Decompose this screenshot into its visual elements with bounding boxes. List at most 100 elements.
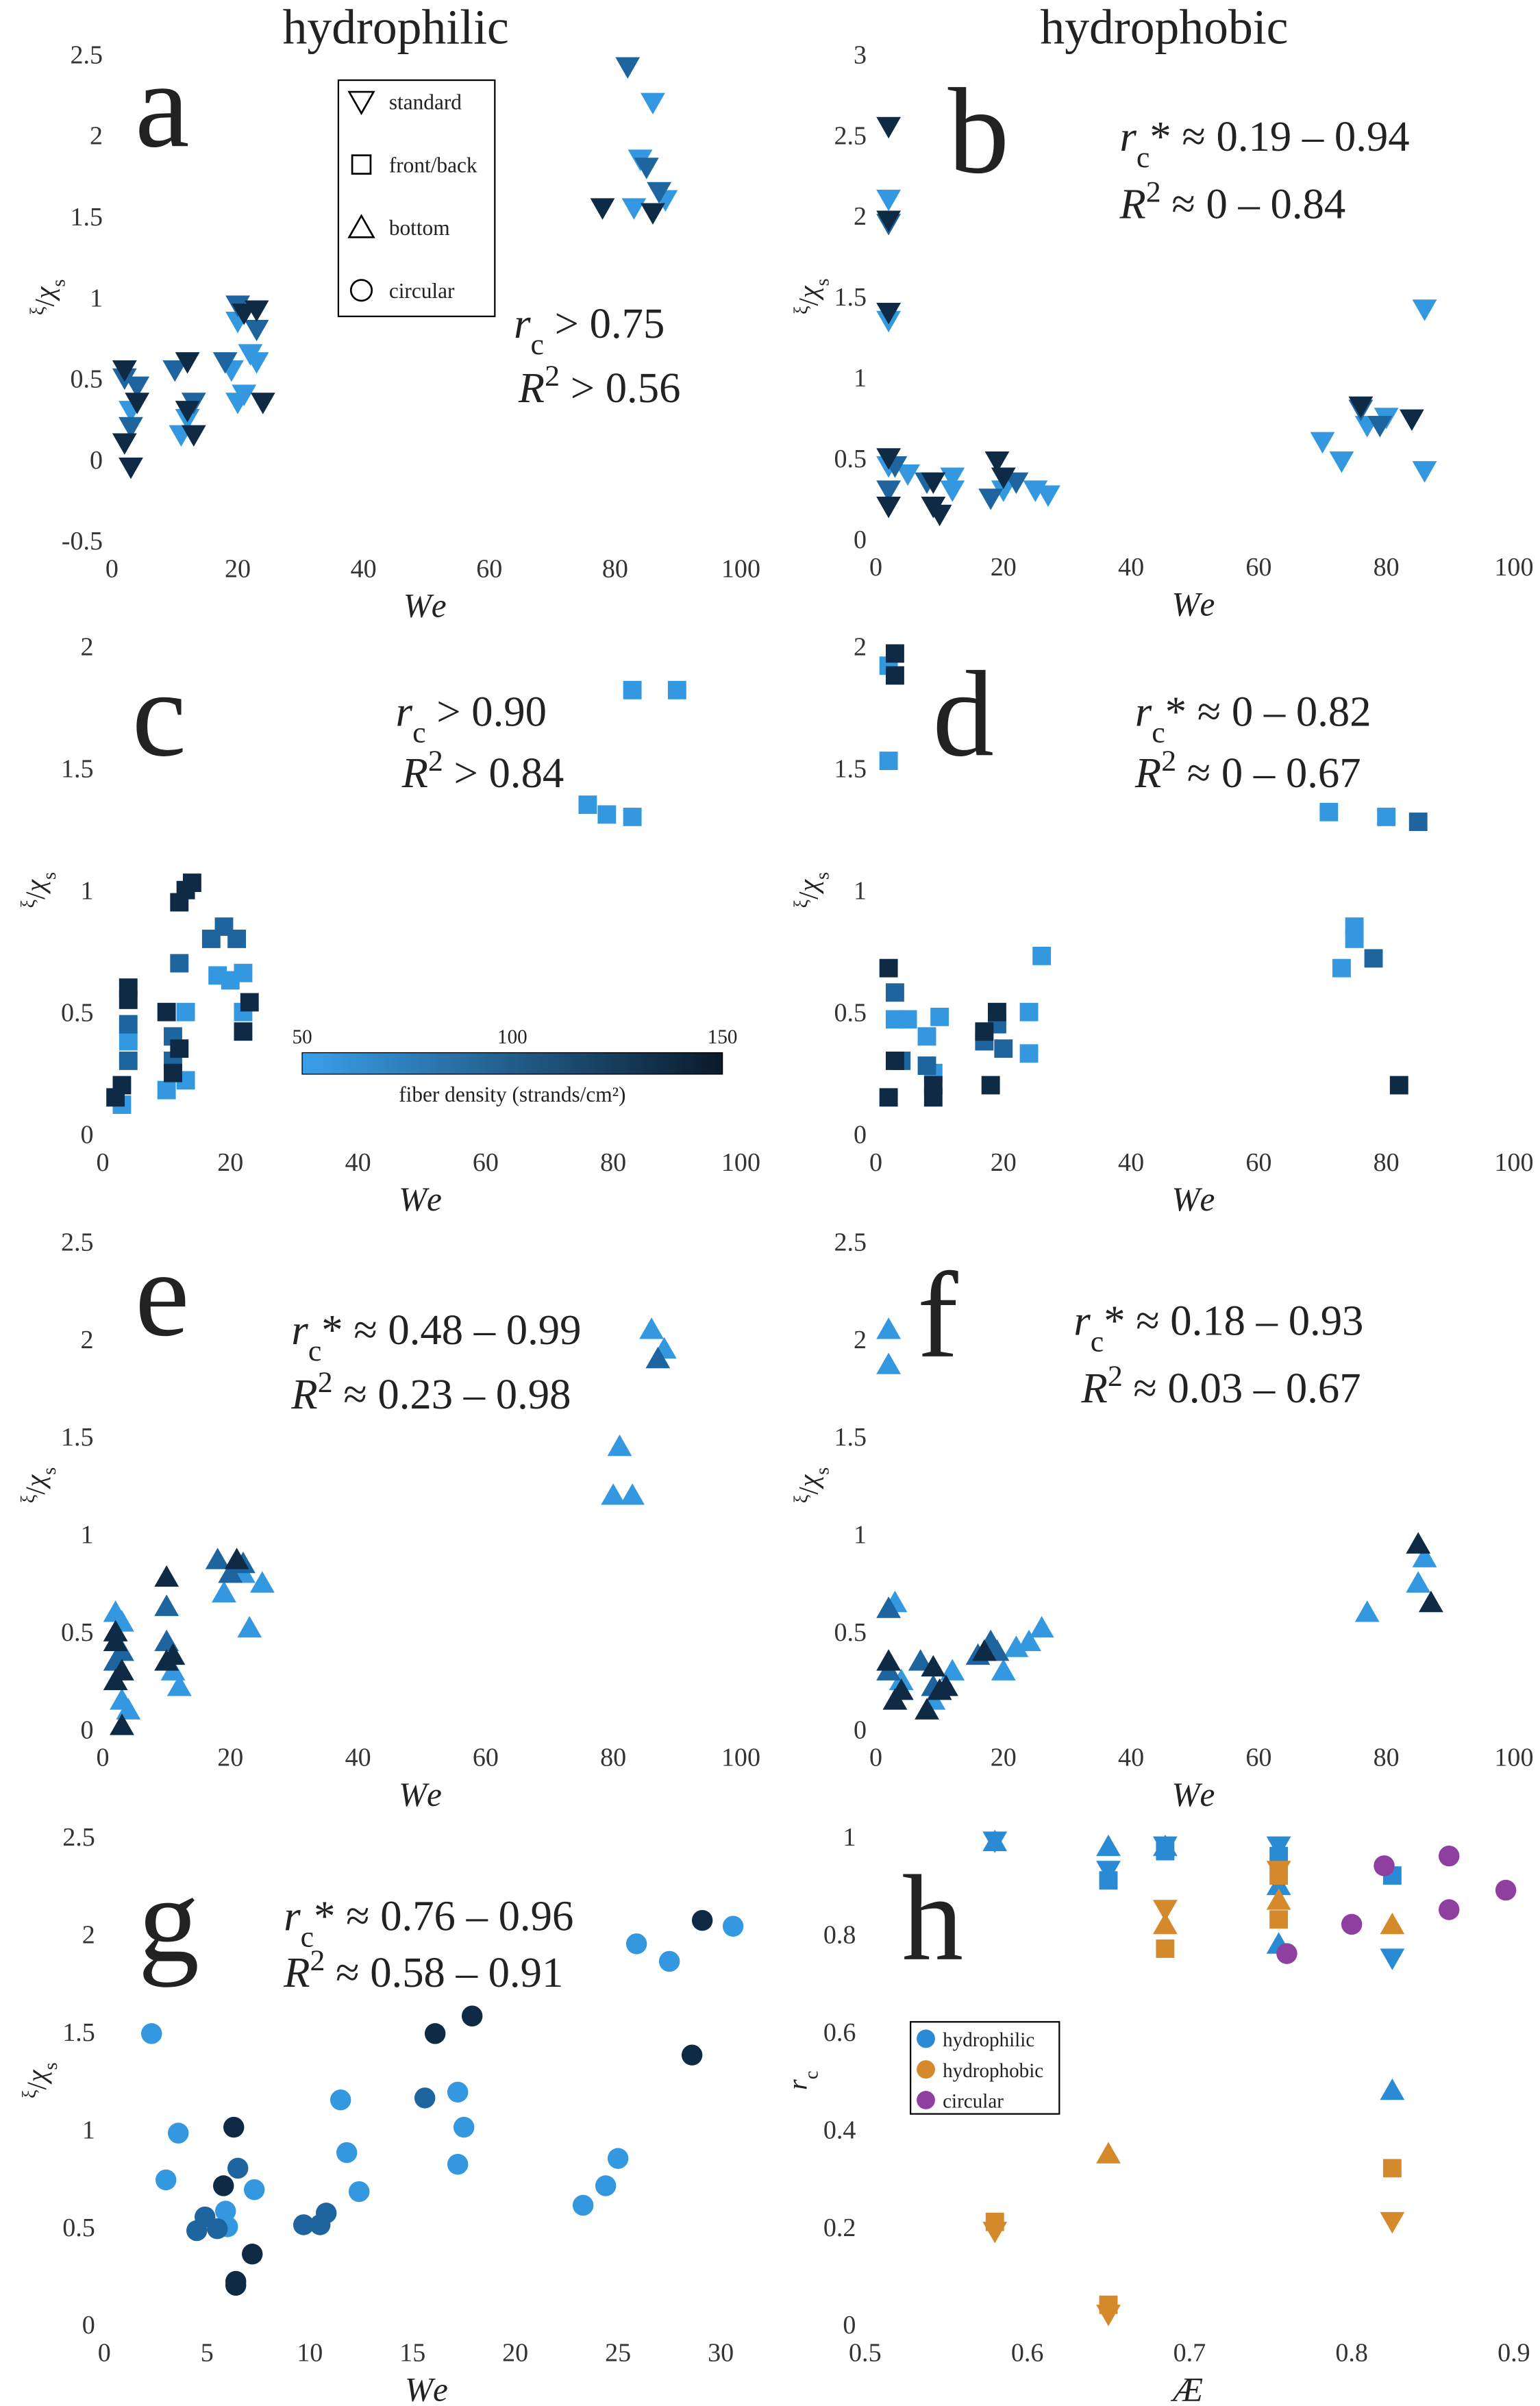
point: [224, 1548, 249, 1570]
point: [975, 1022, 994, 1041]
y-tick-label: 1.5: [834, 283, 867, 312]
point: [641, 203, 665, 225]
y-tick-label: 0: [854, 1121, 867, 1150]
x-axis-label: We: [1172, 1180, 1218, 1218]
annotation-part: 2: [310, 1944, 325, 1977]
legend-label: bottom: [389, 216, 450, 240]
point: [207, 2218, 228, 2240]
annotation-part: 2: [1161, 745, 1176, 778]
x-tick-label: 40: [345, 1744, 371, 1772]
panel-letter: a: [135, 36, 190, 173]
point: [244, 319, 269, 342]
point: [119, 1032, 138, 1051]
point: [981, 1076, 1000, 1095]
annotation: rc* ≈ 0.76 – 0.96: [284, 1892, 573, 1953]
annotation-part: > 0.84: [443, 749, 564, 797]
x-tick-label: 80: [1374, 553, 1400, 582]
point: [168, 2122, 189, 2144]
point: [982, 2222, 1008, 2244]
point: [234, 1022, 253, 1041]
point: [119, 1052, 138, 1070]
y-tick-label: 0.5: [62, 2213, 95, 2242]
x-axis-label: We: [403, 587, 449, 625]
y-tick-label: 2.5: [61, 1228, 94, 1256]
x-tick-label: 80: [1374, 1744, 1400, 1772]
annotation-part: r: [284, 1892, 301, 1939]
point: [994, 1039, 1013, 1058]
point: [1367, 416, 1393, 438]
x-tick-label: 100: [1494, 1744, 1533, 1772]
point: [578, 795, 597, 815]
point: [250, 393, 275, 414]
point: [232, 384, 257, 406]
annotation: rc* ≈ 0.48 – 0.99: [291, 1306, 581, 1367]
annotation: R2 ≈ 0.58 – 0.91: [283, 1944, 563, 1996]
point: [1348, 396, 1374, 419]
annotation-part: ≈ 0 – 0.84: [1161, 180, 1345, 228]
legend-label: hydrophobic: [943, 2060, 1043, 2082]
point: [1495, 1879, 1517, 1901]
y-axis-label-part: /: [29, 299, 60, 307]
point: [876, 1317, 902, 1339]
point: [447, 2081, 469, 2103]
point: [988, 1002, 1006, 1021]
point: [597, 805, 617, 824]
point: [293, 2214, 314, 2235]
point: [119, 417, 143, 439]
x-axis-label: We: [405, 2371, 451, 2406]
point: [615, 57, 641, 79]
point: [722, 1915, 744, 1937]
y-axis-label-part: χ: [29, 286, 60, 301]
annotation-part: c: [308, 1335, 321, 1367]
point: [1156, 1841, 1175, 1861]
point: [1096, 2142, 1121, 2163]
point: [119, 978, 138, 997]
y-tick-label: 2: [854, 202, 867, 231]
annotation-part: r: [1135, 688, 1152, 736]
point: [348, 2181, 370, 2203]
point: [1389, 1076, 1408, 1095]
point: [1412, 299, 1437, 321]
point: [971, 1639, 997, 1661]
annotation: R2 ≈ 0.03 – 0.67: [1081, 1360, 1361, 1412]
panel-letter: e: [135, 1226, 190, 1362]
point: [170, 1039, 189, 1058]
point: [232, 303, 257, 325]
annotation-part: r: [1073, 1297, 1091, 1345]
y-axis-label-part: /: [21, 2081, 52, 2089]
column-header: hydrophobic: [1040, 0, 1288, 54]
point: [876, 1352, 902, 1374]
y-tick-label: 2: [81, 1326, 94, 1354]
x-tick-label: 80: [600, 1148, 626, 1177]
point: [330, 2089, 351, 2111]
panel-letter: g: [138, 1851, 200, 1987]
legend-label: front/back: [389, 153, 477, 177]
point: [1029, 1615, 1054, 1638]
legend-marker: [917, 2060, 935, 2079]
x-tick-label: 0: [105, 554, 119, 583]
point: [156, 2169, 177, 2191]
point: [647, 182, 672, 204]
point: [886, 666, 904, 685]
point: [940, 480, 965, 502]
y-axis-label: ξ/χs: [19, 2062, 62, 2098]
y-tick-label: 0: [90, 446, 103, 475]
point: [895, 464, 920, 486]
legend-marker: [347, 214, 375, 238]
point: [1156, 1939, 1175, 1958]
annotation-part: * ≈ 0.76 – 0.96: [314, 1892, 573, 1939]
y-axis-label-part: χ: [20, 1474, 51, 1489]
point: [923, 1076, 943, 1095]
annotation: rc* ≈ 0.19 – 0.94: [1120, 112, 1410, 174]
y-tick-label: 0: [854, 525, 867, 554]
point: [1036, 485, 1060, 507]
y-tick-label: 1: [81, 1521, 94, 1550]
x-tick-label: 25: [605, 2338, 631, 2367]
x-tick-label: 40: [1118, 553, 1144, 582]
point: [424, 2023, 446, 2044]
y-axis-label-part: χ: [793, 879, 823, 895]
y-tick-label: 0.5: [834, 445, 867, 473]
point: [1354, 1600, 1380, 1622]
annotation-part: > 0.75: [544, 299, 665, 347]
point: [681, 2044, 703, 2066]
